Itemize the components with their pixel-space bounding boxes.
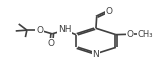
Text: N: N xyxy=(93,50,99,59)
Text: O: O xyxy=(48,39,55,48)
Text: NH: NH xyxy=(58,25,72,34)
Text: CH₃: CH₃ xyxy=(138,30,153,39)
Text: O: O xyxy=(127,30,134,39)
Text: O: O xyxy=(106,7,113,16)
Text: O: O xyxy=(36,26,43,35)
